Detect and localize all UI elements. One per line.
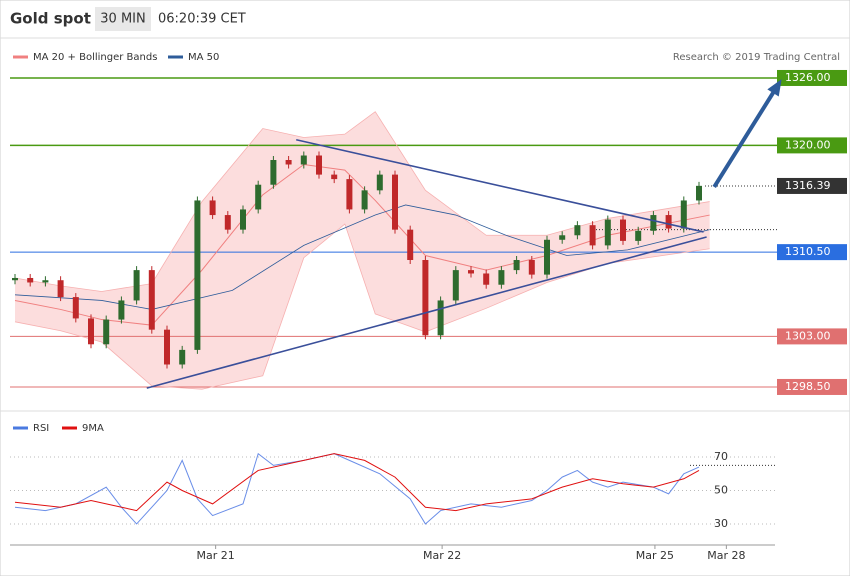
candle-body: [209, 200, 216, 216]
trendline: [296, 138, 704, 233]
x-tick-label: Mar 25: [636, 549, 674, 562]
credit: Research © 2019 Trading Central: [673, 52, 840, 63]
candle-body: [665, 215, 672, 229]
candle-body: [103, 319, 110, 345]
candle-body: [57, 280, 64, 298]
level-label: 1298.50: [785, 380, 831, 393]
candle-body: [513, 260, 520, 271]
candle-body: [376, 174, 383, 191]
candle-body: [331, 174, 338, 180]
candle-body: [194, 200, 201, 350]
candle-body: [574, 225, 581, 236]
x-tick-label: Mar 28: [707, 549, 745, 562]
candle-body: [361, 190, 368, 210]
candle-body: [468, 270, 474, 274]
candle-body: [300, 155, 307, 165]
candle-body: [498, 270, 505, 285]
x-tick-label: Mar 22: [423, 549, 461, 562]
band-lower: [14, 223, 710, 390]
legend-label: 9MA: [82, 423, 104, 434]
level-badge: [777, 244, 847, 261]
ma50-line: [14, 204, 710, 310]
legend-label: RSI: [33, 423, 49, 434]
trendline: [146, 236, 707, 389]
level-badge: [777, 378, 847, 395]
level-badge: [777, 69, 847, 86]
legend-label: MA 20 + Bollinger Bands: [33, 52, 157, 63]
candle-body: [224, 215, 231, 230]
candle-body: [452, 270, 459, 301]
candle-body: [240, 209, 246, 230]
candle-body: [483, 273, 490, 285]
x-tick-label: Mar 21: [197, 549, 235, 562]
candle-body: [635, 230, 642, 241]
candle-body: [589, 225, 596, 246]
level-badge: [777, 328, 847, 345]
candle-body: [88, 318, 94, 345]
timeframe-box: [95, 7, 151, 31]
band-upper: [14, 111, 710, 292]
ma20-line: [14, 163, 710, 326]
candle-body: [179, 349, 186, 365]
candle-body: [255, 184, 262, 210]
bollinger-band: [15, 111, 710, 390]
rsi-line: [14, 452, 700, 525]
legend-label: MA 50: [188, 52, 219, 63]
candle-body: [118, 300, 125, 320]
candle-body: [285, 160, 292, 165]
y-tick-label: 70: [714, 450, 728, 463]
candle-body: [270, 160, 277, 185]
candle-body: [316, 155, 322, 175]
level-label: 1320.00: [785, 138, 831, 151]
candle-body: [680, 200, 687, 229]
candle-body: [422, 260, 429, 336]
rsi-ma-line: [14, 453, 700, 512]
candle-body: [650, 215, 657, 231]
level-label: 1326.00: [785, 71, 831, 84]
level-label: 1303.00: [785, 329, 831, 342]
candle-body: [42, 280, 49, 283]
y-tick-label: 50: [714, 483, 728, 496]
candle-body: [27, 277, 34, 283]
candle-body: [696, 185, 702, 201]
timeframe: 30 MIN: [100, 12, 145, 27]
candle-body: [437, 300, 444, 336]
candle-body: [72, 297, 79, 319]
level-badge: [777, 137, 847, 154]
candle-body: [346, 179, 353, 210]
y-tick-label: 30: [714, 517, 728, 530]
candle-body: [12, 277, 18, 281]
candle-body: [620, 219, 626, 241]
arrow-head: [767, 79, 782, 97]
candle-body: [133, 270, 140, 301]
candle-body: [559, 235, 566, 240]
candle-body: [544, 239, 550, 275]
candle-body: [407, 229, 414, 260]
candle-body: [528, 260, 535, 275]
arrow: [712, 81, 782, 189]
time: 06:20:39 CET: [158, 12, 246, 27]
level-label: 1310.50: [785, 245, 831, 258]
candle-body: [392, 174, 398, 230]
candle-body: [148, 270, 155, 330]
last-price-label: 1316.39: [785, 179, 831, 192]
candle-body: [164, 329, 170, 365]
title: Gold spot: [10, 10, 91, 28]
candle-body: [604, 219, 611, 246]
last-price-badge: [777, 177, 847, 194]
